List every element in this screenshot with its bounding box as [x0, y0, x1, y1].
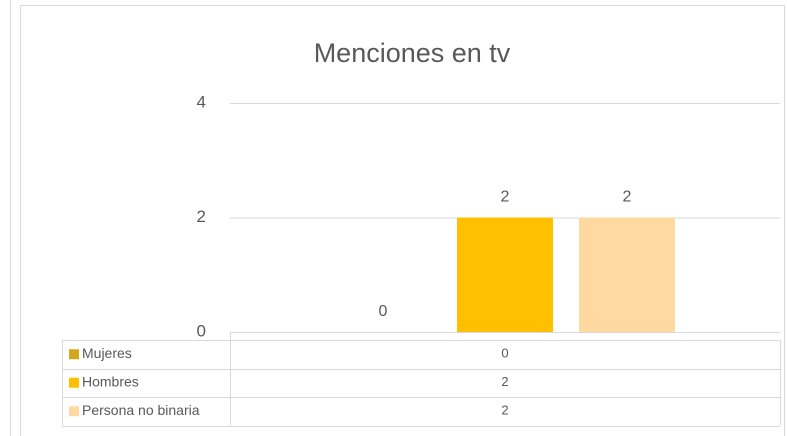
legend-label: Persona no binaria — [82, 402, 200, 418]
table-value: 0 — [501, 346, 508, 361]
data-label: 0 — [379, 303, 388, 320]
data-label: 2 — [623, 189, 632, 206]
legend-key — [69, 406, 79, 417]
table-value: 2 — [501, 374, 508, 389]
chart-title: Menciones en tv — [314, 38, 511, 68]
legend-key — [69, 349, 79, 360]
y-tick-label: 4 — [197, 92, 206, 111]
bar — [457, 217, 553, 332]
data-label: 2 — [501, 189, 510, 206]
y-tick-label: 0 — [197, 321, 206, 340]
table-value: 2 — [501, 403, 508, 418]
legend-label: Mujeres — [82, 345, 132, 361]
y-tick-label: 2 — [197, 207, 206, 226]
legend-key — [69, 377, 79, 388]
bar — [579, 217, 675, 332]
legend-label: Hombres — [82, 373, 139, 389]
